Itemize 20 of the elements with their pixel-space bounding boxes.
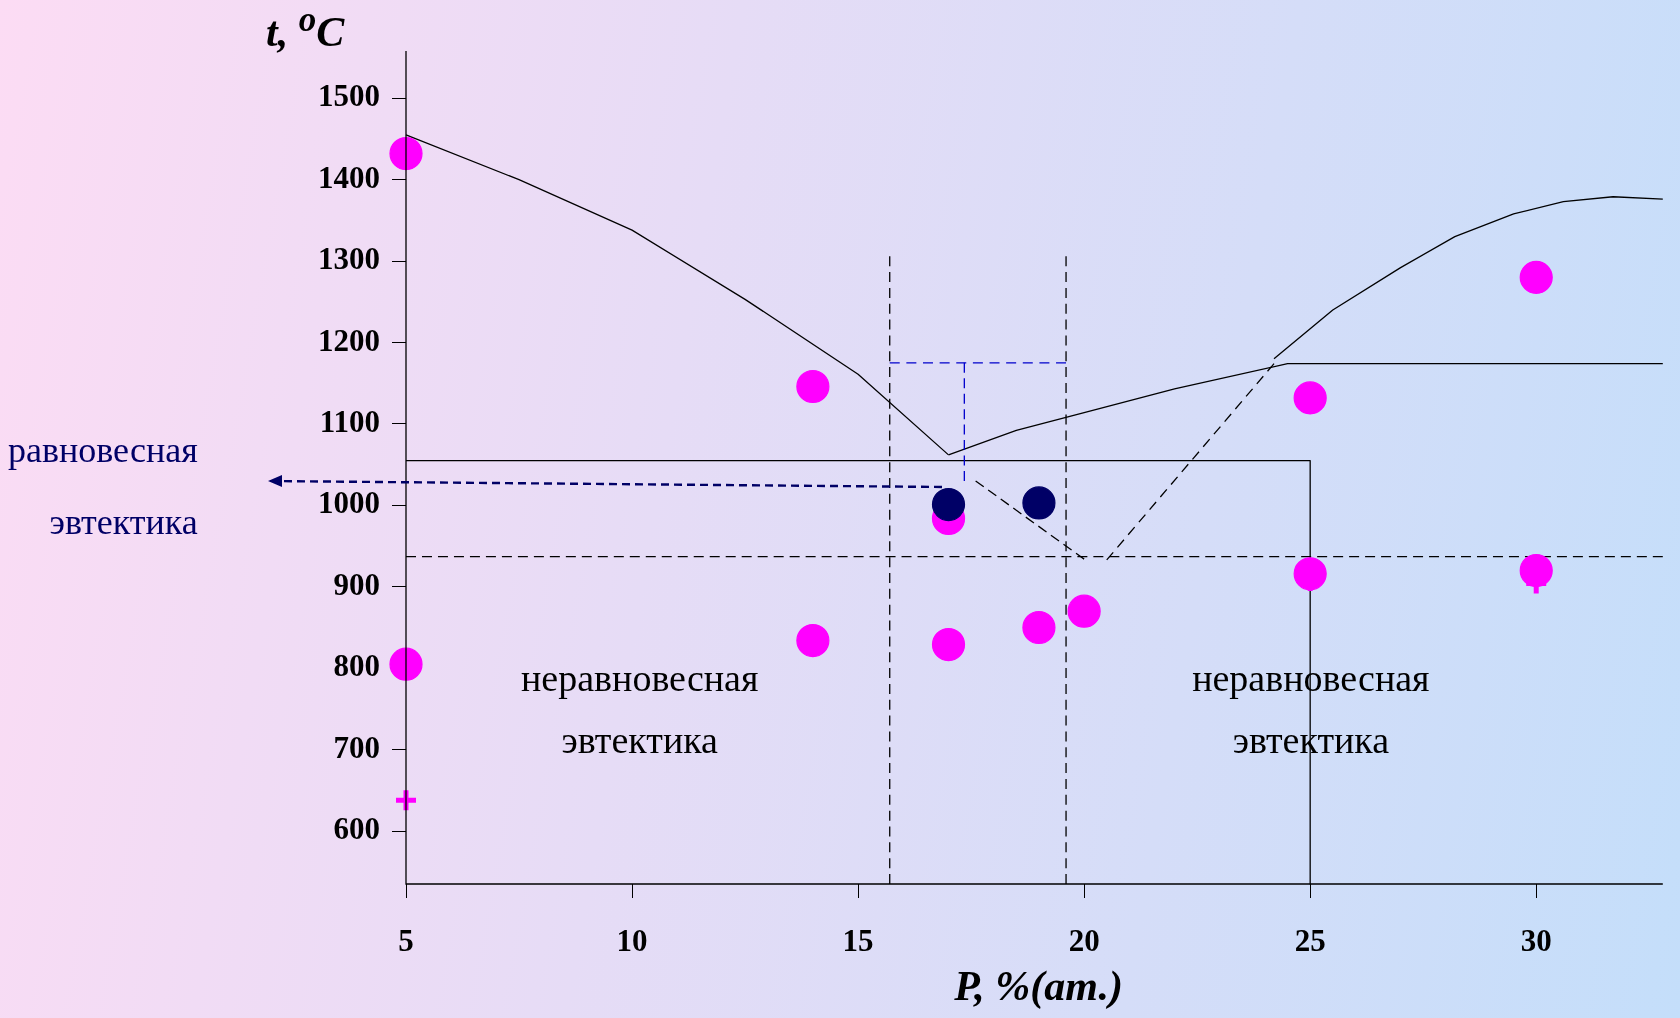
x-tick-label: 20 — [1068, 922, 1100, 958]
y-tick-label: 1500 — [318, 78, 380, 114]
x-axis-title: P, %(ат.) — [954, 962, 1124, 1010]
y-tick-label: 700 — [333, 729, 380, 765]
x-tick-label: 30 — [1520, 922, 1552, 958]
y-tick-label: 1400 — [318, 159, 380, 195]
x-tick-label: 10 — [616, 922, 648, 958]
y-tick-label: 1000 — [318, 485, 380, 521]
y-tick-label: 900 — [333, 566, 380, 602]
x-tick-label: 15 — [842, 922, 874, 958]
y-tick-label: 1100 — [319, 403, 380, 439]
y-tick-label: 600 — [333, 811, 380, 847]
y-tick-label: 800 — [333, 648, 380, 684]
x-tick-label: 5 — [398, 922, 414, 958]
x-tick-label: 25 — [1294, 922, 1326, 958]
text: равновесная эвтектика — [8, 428, 198, 544]
y-axis-title: t, $^{o}$C — [266, 0, 345, 56]
y-tick-label: 1200 — [318, 322, 380, 358]
annotation: неравновесная эвтектика — [520, 656, 760, 764]
y-tick-label: 1300 — [318, 241, 380, 277]
